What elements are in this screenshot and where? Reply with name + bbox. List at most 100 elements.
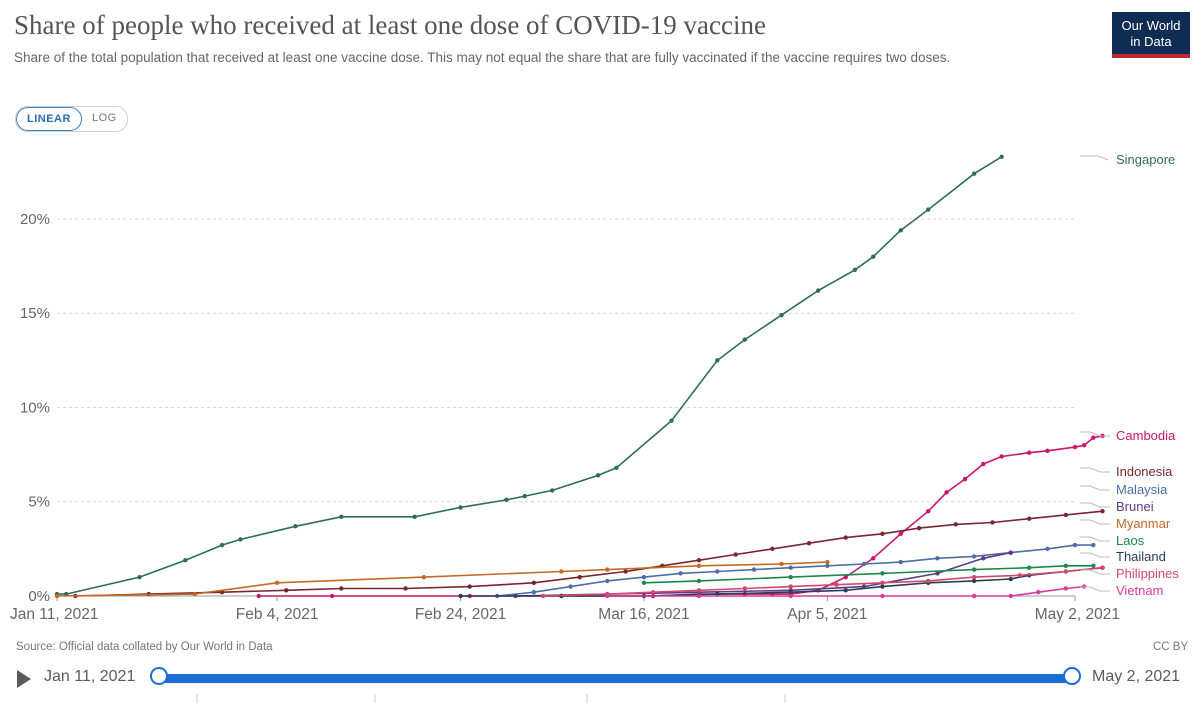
legend-connector xyxy=(1080,502,1110,508)
legend-connector xyxy=(1080,536,1110,542)
data-point-vietnam xyxy=(1008,593,1014,599)
data-point-indonesia xyxy=(531,580,537,586)
data-point-philippines xyxy=(834,582,839,587)
data-point-brunei xyxy=(981,556,986,561)
play-icon[interactable] xyxy=(17,670,31,688)
timeline-start-handle[interactable] xyxy=(150,667,168,685)
data-point-malaysia xyxy=(935,556,940,561)
data-point-singapore xyxy=(926,207,931,212)
data-point-philippines xyxy=(880,580,885,586)
series-line-malaysia xyxy=(497,544,1094,597)
data-point-cambodia xyxy=(999,454,1004,459)
data-point-laos xyxy=(696,578,702,584)
data-point-malaysia xyxy=(1045,546,1050,552)
data-point-thailand xyxy=(880,584,885,589)
log-scale-button[interactable]: LOG xyxy=(91,112,117,124)
legend-label-vietnam: Vietnam xyxy=(1116,583,1163,598)
data-point-singapore xyxy=(669,418,674,423)
data-point-indonesia xyxy=(403,586,408,591)
data-point-laos xyxy=(880,571,885,576)
linear-scale-button[interactable]: LINEAR xyxy=(16,107,82,131)
data-point-cambodia xyxy=(1081,442,1087,448)
line-chart: 0% 5% 10% 15% 20% Jan 11, 2021 Feb 4, 2021 Feb … xyxy=(10,152,1179,623)
timeline-end-handle[interactable] xyxy=(1063,667,1081,685)
data-point-thailand xyxy=(458,593,463,599)
data-point-cambodia xyxy=(329,593,335,599)
data-point-indonesia xyxy=(1026,516,1032,521)
data-point-philippines xyxy=(926,578,931,584)
data-point-vietnam xyxy=(696,593,702,599)
data-point-indonesia xyxy=(990,520,995,525)
data-point-singapore xyxy=(852,267,858,273)
data-point-philippines xyxy=(971,574,977,580)
data-point-malaysia xyxy=(678,571,683,576)
legend-connector xyxy=(1080,431,1110,437)
data-point-cambodia xyxy=(843,574,848,580)
x-tick-label: Feb 4, 2021 xyxy=(236,606,319,623)
data-point-myanmar xyxy=(54,593,60,599)
data-point-thailand xyxy=(843,588,848,593)
data-point-indonesia xyxy=(843,535,848,540)
legend-connector xyxy=(1080,467,1110,473)
data-point-singapore xyxy=(219,542,225,548)
legend-label-thailand: Thailand xyxy=(1116,549,1166,564)
data-point-singapore xyxy=(779,312,784,318)
data-point-myanmar xyxy=(192,591,197,597)
series-line-singapore xyxy=(57,156,1003,595)
data-point-malaysia xyxy=(861,561,867,567)
data-point-laos xyxy=(641,580,647,586)
data-point-singapore xyxy=(183,557,188,563)
data-point-thailand xyxy=(1008,576,1014,582)
timeline-end-label: May 2, 2021 xyxy=(1092,668,1181,685)
chart-title: Share of people who received at least on… xyxy=(14,10,766,40)
data-point-singapore xyxy=(999,154,1004,159)
data-point-philippines xyxy=(650,590,656,595)
data-point-cambodia xyxy=(898,531,903,536)
data-point-philippines xyxy=(696,588,702,593)
x-tick-label: May 2, 2021 xyxy=(1035,606,1120,623)
data-point-vietnam xyxy=(1036,590,1041,595)
data-point-myanmar xyxy=(274,580,280,586)
data-point-laos xyxy=(1063,563,1069,569)
data-point-philippines xyxy=(742,586,748,591)
legend-connector xyxy=(1080,155,1109,161)
data-point-myanmar xyxy=(825,559,830,565)
data-point-cambodia xyxy=(1091,435,1096,440)
data-point-brunei xyxy=(935,571,940,576)
data-point-malaysia xyxy=(898,559,903,565)
data-point-singapore xyxy=(871,254,876,259)
data-point-myanmar xyxy=(421,574,427,580)
data-point-vietnam xyxy=(605,593,610,599)
legend-label-singapore: Singapore xyxy=(1116,152,1175,167)
data-point-laos xyxy=(1026,565,1032,570)
data-point-singapore xyxy=(971,171,977,176)
legend-label-indonesia: Indonesia xyxy=(1116,464,1173,479)
data-point-philippines xyxy=(788,584,793,589)
data-point-indonesia xyxy=(770,546,775,552)
legend-label-myanmar: Myanmar xyxy=(1116,516,1171,531)
data-point-indonesia xyxy=(467,584,472,589)
x-tick-label: Jan 11, 2021 xyxy=(10,606,98,623)
data-point-malaysia xyxy=(825,563,830,569)
data-point-indonesia xyxy=(880,531,885,536)
data-point-malaysia xyxy=(788,565,793,570)
data-point-indonesia xyxy=(733,552,738,557)
data-point-singapore xyxy=(137,574,142,580)
data-point-indonesia xyxy=(696,557,702,563)
x-tick-label: Feb 24, 2021 xyxy=(415,606,506,623)
data-point-cambodia xyxy=(962,476,968,482)
data-point-laos xyxy=(1091,563,1096,569)
timeline-track[interactable] xyxy=(158,674,1072,683)
data-point-indonesia xyxy=(339,586,344,591)
data-point-cambodia xyxy=(1072,444,1078,450)
data-point-indonesia xyxy=(284,588,289,593)
data-point-philippines xyxy=(540,593,546,599)
scale-toggle: LINEAR LOG xyxy=(15,106,128,132)
data-point-singapore xyxy=(742,337,748,342)
license-label[interactable]: CC BY xyxy=(1153,641,1189,653)
logo-line-2: in Data xyxy=(1130,34,1172,49)
data-point-malaysia xyxy=(531,590,537,595)
owid-logo[interactable]: Our World in Data xyxy=(1112,12,1190,58)
data-point-vietnam xyxy=(880,593,885,599)
data-point-singapore xyxy=(504,497,509,503)
